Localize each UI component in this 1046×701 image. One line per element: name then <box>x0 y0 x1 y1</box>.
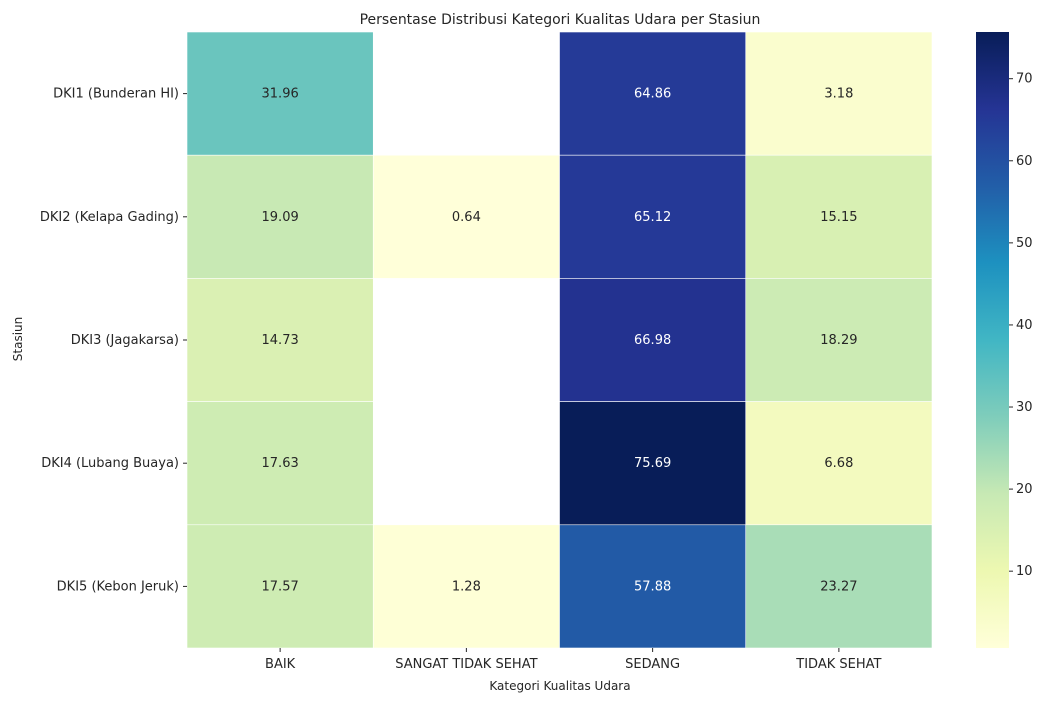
cell-value-label: 64.86 <box>634 87 671 102</box>
cell-value-label: 19.09 <box>262 210 299 225</box>
colorbar-ticks: 10 20 30 40 50 60 70 <box>1009 72 1033 579</box>
heatmap-cells <box>186 31 933 649</box>
heatmap-cell <box>559 154 747 279</box>
heatmap-cell <box>745 401 933 526</box>
heatmap-cell <box>186 154 374 279</box>
cell-value-label: 23.27 <box>820 579 857 594</box>
row-tick-label: DKI1 (Bunderan HI) <box>53 87 179 102</box>
colorbar-tick-label: 50 <box>1016 236 1033 251</box>
heatmap-cell <box>186 401 374 526</box>
cell-value-label: 75.69 <box>634 456 671 471</box>
cell-value-label: 1.28 <box>452 579 481 594</box>
row-tick-labels: DKI1 (Bunderan HI) DKI2 (Kelapa Gading) DK… <box>40 87 187 594</box>
cell-value-label: 14.73 <box>262 333 299 348</box>
heatmap-cell <box>372 524 560 649</box>
heatmap-cell <box>745 278 933 402</box>
heatmap-cell <box>186 278 374 402</box>
heatmap-cell <box>559 31 747 156</box>
cell-value-label: 17.57 <box>262 579 299 594</box>
column-tick-label: SANGAT TIDAK SEHAT <box>395 657 537 672</box>
column-tick-label: BAIK <box>265 657 296 672</box>
colorbar-tick-label: 70 <box>1016 72 1033 87</box>
cell-value-label: 15.15 <box>820 210 857 225</box>
cell-value-label: 3.18 <box>824 87 853 102</box>
cell-value-label: 65.12 <box>634 210 671 225</box>
cell-value-label: 0.64 <box>452 210 481 225</box>
cell-value-label: 18.29 <box>820 333 857 348</box>
heatmap-cell <box>559 524 747 649</box>
cell-value-label: 17.63 <box>262 456 299 471</box>
row-tick-label: DKI5 (Kebon Jeruk) <box>57 579 179 594</box>
heatmap-cell <box>559 401 747 526</box>
heatmap-cell <box>186 524 374 649</box>
cell-value-label: 31.96 <box>262 87 299 102</box>
colorbar-tick-label: 10 <box>1016 564 1033 579</box>
x-axis-label: Kategori Kualitas Udara <box>489 679 630 693</box>
heatmap-cell <box>745 524 933 649</box>
cell-value-label: 57.88 <box>634 579 671 594</box>
heatmap-cell <box>372 154 560 279</box>
row-tick-label: DKI2 (Kelapa Gading) <box>40 210 179 225</box>
heatmap-cell-labels: 31.96 64.86 3.18 19.09 0.64 65.12 15.15 14.73 66… <box>262 87 858 595</box>
colorbar <box>976 32 1009 648</box>
row-tick-label: DKI4 (Lubang Buaya) <box>41 456 179 471</box>
y-axis-label: Stasiun <box>11 317 25 361</box>
column-tick-label: SEDANG <box>625 657 680 672</box>
column-tick-label: TIDAK SEHAT <box>795 657 881 672</box>
colorbar-tick-label: 20 <box>1016 482 1033 497</box>
heatmap-cell <box>745 154 933 279</box>
heatmap-cell <box>745 31 933 156</box>
chart-title: Persentase Distribusi Kategori Kualitas … <box>360 12 761 28</box>
heatmap-cell <box>186 31 374 156</box>
colorbar-tick-label: 30 <box>1016 400 1033 415</box>
row-tick-label: DKI3 (Jagakarsa) <box>71 333 179 348</box>
column-tick-labels: BAIK SANGAT TIDAK SEHAT SEDANG TIDAK SEHAT <box>265 648 882 672</box>
cell-value-label: 6.68 <box>824 456 853 471</box>
cell-value-label: 66.98 <box>634 333 671 348</box>
colorbar-tick-label: 40 <box>1016 318 1033 333</box>
colorbar-tick-label: 60 <box>1016 154 1033 169</box>
